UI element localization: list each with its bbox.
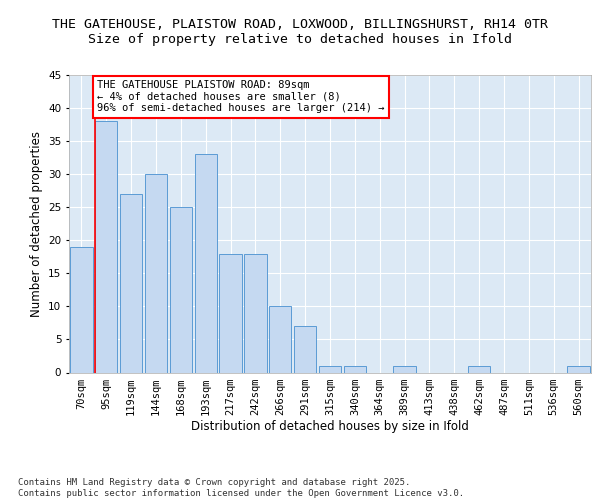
Bar bbox=[120, 194, 142, 372]
Text: Contains HM Land Registry data © Crown copyright and database right 2025.
Contai: Contains HM Land Registry data © Crown c… bbox=[18, 478, 464, 498]
Bar bbox=[244, 254, 266, 372]
Bar bbox=[220, 254, 242, 372]
Bar bbox=[394, 366, 416, 372]
X-axis label: Distribution of detached houses by size in Ifold: Distribution of detached houses by size … bbox=[191, 420, 469, 434]
Bar bbox=[468, 366, 490, 372]
Bar bbox=[344, 366, 366, 372]
Bar bbox=[95, 122, 118, 372]
Text: Size of property relative to detached houses in Ifold: Size of property relative to detached ho… bbox=[88, 32, 512, 46]
Bar bbox=[269, 306, 292, 372]
Bar bbox=[145, 174, 167, 372]
Text: THE GATEHOUSE, PLAISTOW ROAD, LOXWOOD, BILLINGSHURST, RH14 0TR: THE GATEHOUSE, PLAISTOW ROAD, LOXWOOD, B… bbox=[52, 18, 548, 30]
Bar bbox=[194, 154, 217, 372]
Text: THE GATEHOUSE PLAISTOW ROAD: 89sqm
← 4% of detached houses are smaller (8)
96% o: THE GATEHOUSE PLAISTOW ROAD: 89sqm ← 4% … bbox=[97, 80, 385, 114]
Bar bbox=[170, 207, 192, 372]
Bar bbox=[568, 366, 590, 372]
Bar bbox=[294, 326, 316, 372]
Y-axis label: Number of detached properties: Number of detached properties bbox=[29, 130, 43, 317]
Bar bbox=[319, 366, 341, 372]
Bar bbox=[70, 247, 92, 372]
